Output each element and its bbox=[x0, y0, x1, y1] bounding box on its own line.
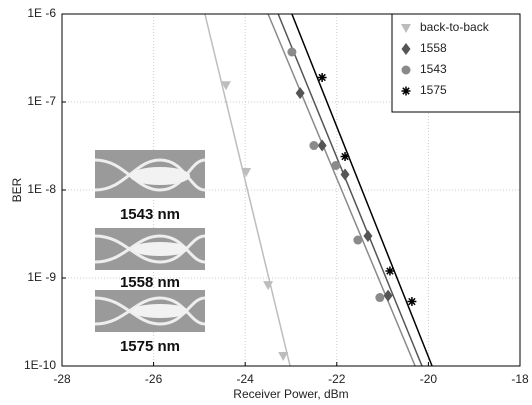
eye-diagram bbox=[95, 290, 205, 332]
point bbox=[287, 47, 296, 56]
point bbox=[375, 293, 384, 302]
point bbox=[385, 267, 394, 276]
legend-label: 1575 bbox=[420, 83, 447, 97]
annotation: 1558 nm bbox=[120, 274, 180, 291]
eye-diagram bbox=[95, 150, 205, 198]
y-axis-title: BER bbox=[10, 177, 24, 202]
point bbox=[353, 236, 362, 245]
legend-label: 1558 bbox=[420, 41, 447, 55]
chart: 1543 nm 1558 nm 1575 nm back-to-back 1558… bbox=[0, 0, 532, 405]
point bbox=[407, 297, 416, 306]
x-tick-label: -20 bbox=[420, 372, 438, 386]
y-tick-label: 1E -8 bbox=[27, 182, 56, 196]
y-tick-label: 1E -6 bbox=[27, 6, 56, 20]
eye-diagram bbox=[95, 228, 205, 270]
x-tick-label: -18 bbox=[511, 372, 529, 386]
legend-label: 1543 bbox=[420, 62, 447, 76]
y-tick-label: 1E-10 bbox=[24, 358, 56, 372]
legend-marker bbox=[402, 87, 411, 96]
y-tick-label: 1E -7 bbox=[27, 94, 56, 108]
x-tick-label: -24 bbox=[237, 372, 255, 386]
x-tick-label: -28 bbox=[53, 372, 71, 386]
legend-marker bbox=[402, 66, 411, 75]
eye-diagrams: 1543 nm 1558 nm 1575 nm bbox=[95, 150, 205, 355]
x-tick-label: -26 bbox=[145, 372, 163, 386]
x-tick-label: -22 bbox=[328, 372, 346, 386]
y-tick-label: 1E -9 bbox=[27, 270, 56, 284]
point bbox=[341, 152, 350, 161]
annotation: 1543 nm bbox=[120, 206, 180, 223]
point bbox=[318, 73, 327, 82]
point bbox=[309, 141, 318, 150]
legend-label: back-to-back bbox=[420, 20, 490, 34]
legend: back-to-back 1558 1543 1575 bbox=[392, 14, 520, 112]
annotation: 1575 nm bbox=[120, 338, 180, 355]
x-axis-title: Receiver Power, dBm bbox=[233, 387, 348, 401]
point bbox=[331, 161, 340, 170]
